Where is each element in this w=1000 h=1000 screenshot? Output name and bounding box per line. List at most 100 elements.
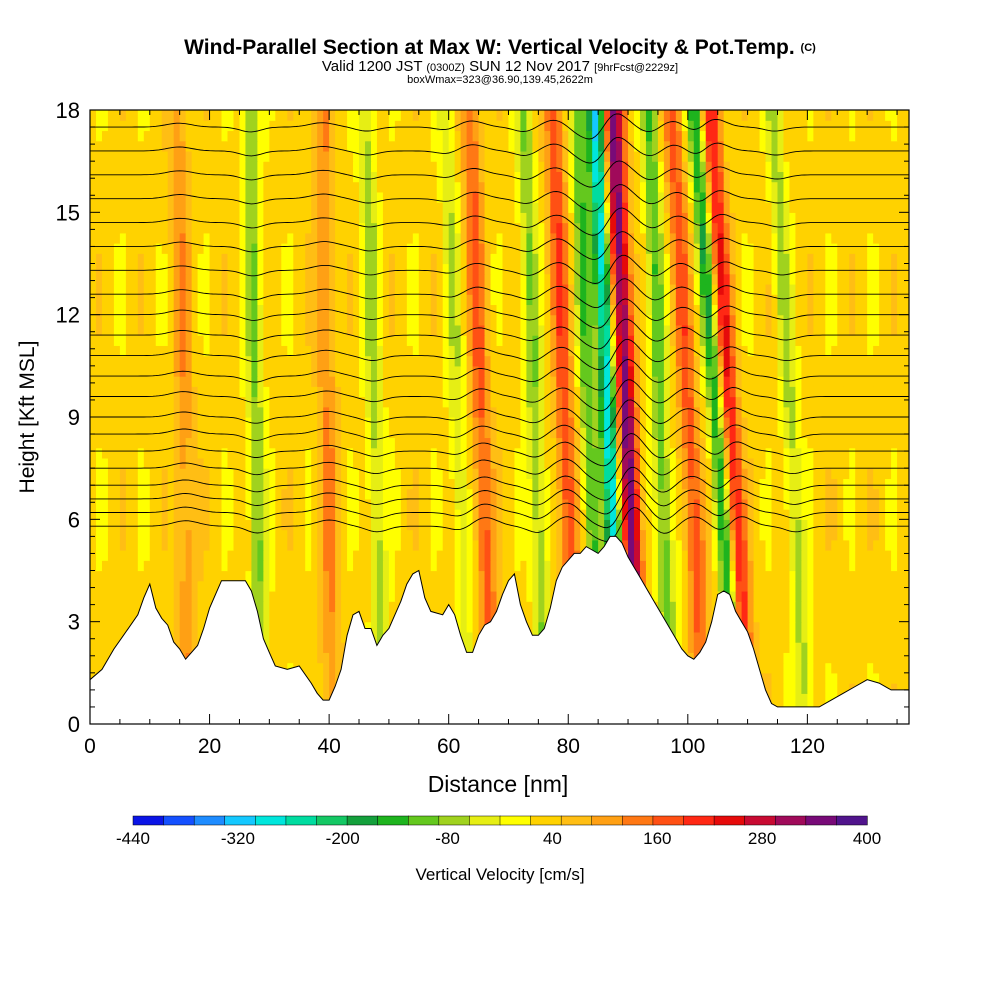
velocity-cell — [669, 519, 677, 531]
velocity-cell — [831, 365, 838, 377]
velocity-cell — [406, 447, 414, 459]
velocity-cell — [681, 621, 689, 633]
velocity-cell — [335, 560, 342, 572]
velocity-cell — [227, 498, 235, 510]
velocity-cell — [729, 457, 737, 469]
velocity-cell — [490, 457, 498, 469]
velocity-cell — [376, 488, 384, 500]
velocity-cell — [897, 662, 904, 674]
velocity-cell — [341, 447, 348, 459]
velocity-cell — [323, 539, 330, 551]
velocity-cell — [538, 580, 545, 592]
velocity-cell — [323, 570, 330, 582]
velocity-cell — [675, 570, 683, 582]
velocity-cell — [359, 437, 366, 449]
velocity-cell — [783, 457, 791, 469]
velocity-cell — [329, 642, 336, 653]
velocity-cell — [251, 396, 258, 408]
velocity-cell — [221, 417, 229, 428]
velocity-cell — [777, 498, 785, 510]
velocity-cell — [364, 376, 372, 387]
velocity-cell — [861, 427, 868, 439]
velocity-cell — [143, 570, 151, 582]
velocity-cell — [209, 539, 217, 551]
velocity-cell — [293, 652, 300, 664]
velocity-cell — [370, 560, 378, 572]
velocity-cell — [819, 437, 826, 449]
velocity-cell — [233, 386, 241, 398]
velocity-cell — [364, 509, 372, 520]
velocity-cell — [454, 447, 462, 459]
velocity-cell — [90, 468, 97, 479]
velocity-cell — [263, 345, 270, 357]
velocity-cell — [137, 519, 145, 531]
velocity-cell — [873, 560, 880, 572]
velocity-cell — [472, 488, 480, 500]
velocity-cell — [442, 580, 450, 592]
velocity-cell — [777, 621, 785, 633]
velocity-cell — [657, 560, 665, 572]
velocity-cell — [616, 519, 623, 531]
velocity-cell — [221, 406, 229, 418]
velocity-cell — [825, 396, 832, 408]
velocity-cell — [717, 550, 725, 561]
velocity-cell — [203, 590, 211, 602]
velocity-cell — [771, 652, 779, 664]
velocity-cell — [161, 406, 169, 418]
velocity-cell — [759, 509, 767, 520]
velocity-cell — [831, 355, 838, 367]
velocity-cell — [771, 365, 779, 377]
velocity-cell — [448, 447, 456, 459]
velocity-cell — [843, 468, 850, 479]
velocity-cell — [113, 468, 121, 479]
velocity-cell — [610, 457, 617, 469]
velocity-cell — [861, 406, 868, 418]
velocity-cell — [167, 580, 175, 592]
velocity-cell — [341, 498, 348, 510]
velocity-cell — [861, 590, 868, 602]
velocity-cell — [281, 580, 288, 592]
velocity-cell — [125, 580, 133, 592]
velocity-cell — [496, 365, 504, 377]
velocity-cell — [143, 509, 151, 520]
velocity-cell — [323, 396, 330, 408]
velocity-cell — [717, 417, 725, 428]
velocity-cell — [335, 611, 342, 623]
velocity-cell — [119, 601, 127, 613]
velocity-cell — [370, 457, 378, 469]
velocity-cell — [430, 509, 438, 520]
velocity-cell — [400, 396, 408, 408]
velocity-cell — [143, 529, 151, 541]
velocity-cell — [353, 478, 360, 490]
velocity-cell — [406, 509, 414, 520]
velocity-cell — [544, 437, 551, 449]
velocity-cell — [466, 488, 474, 500]
velocity-cell — [825, 519, 832, 531]
velocity-cell — [729, 580, 737, 592]
velocity-cell — [879, 365, 886, 377]
velocity-cell — [532, 447, 539, 459]
velocity-cell — [305, 437, 312, 449]
velocity-cell — [645, 570, 653, 582]
velocity-cell — [795, 611, 802, 623]
velocity-cell — [197, 590, 205, 602]
velocity-cell — [155, 498, 163, 510]
velocity-cell — [813, 478, 820, 490]
velocity-cell — [783, 580, 791, 592]
velocity-cell — [466, 468, 474, 479]
velocity-cell — [759, 355, 767, 367]
velocity-cell — [125, 478, 133, 490]
velocity-cell — [663, 427, 671, 439]
velocity-cell — [544, 365, 551, 377]
velocity-cell — [329, 417, 336, 428]
velocity-cell — [143, 376, 151, 387]
velocity-cell — [90, 539, 97, 551]
velocity-cell — [813, 652, 820, 664]
velocity-cell — [191, 570, 199, 582]
velocity-cell — [311, 652, 318, 664]
velocity-cell — [831, 406, 838, 418]
velocity-cell — [323, 631, 330, 643]
velocity-cell — [197, 406, 205, 418]
velocity-cell — [149, 417, 157, 428]
velocity-cell — [855, 498, 862, 510]
